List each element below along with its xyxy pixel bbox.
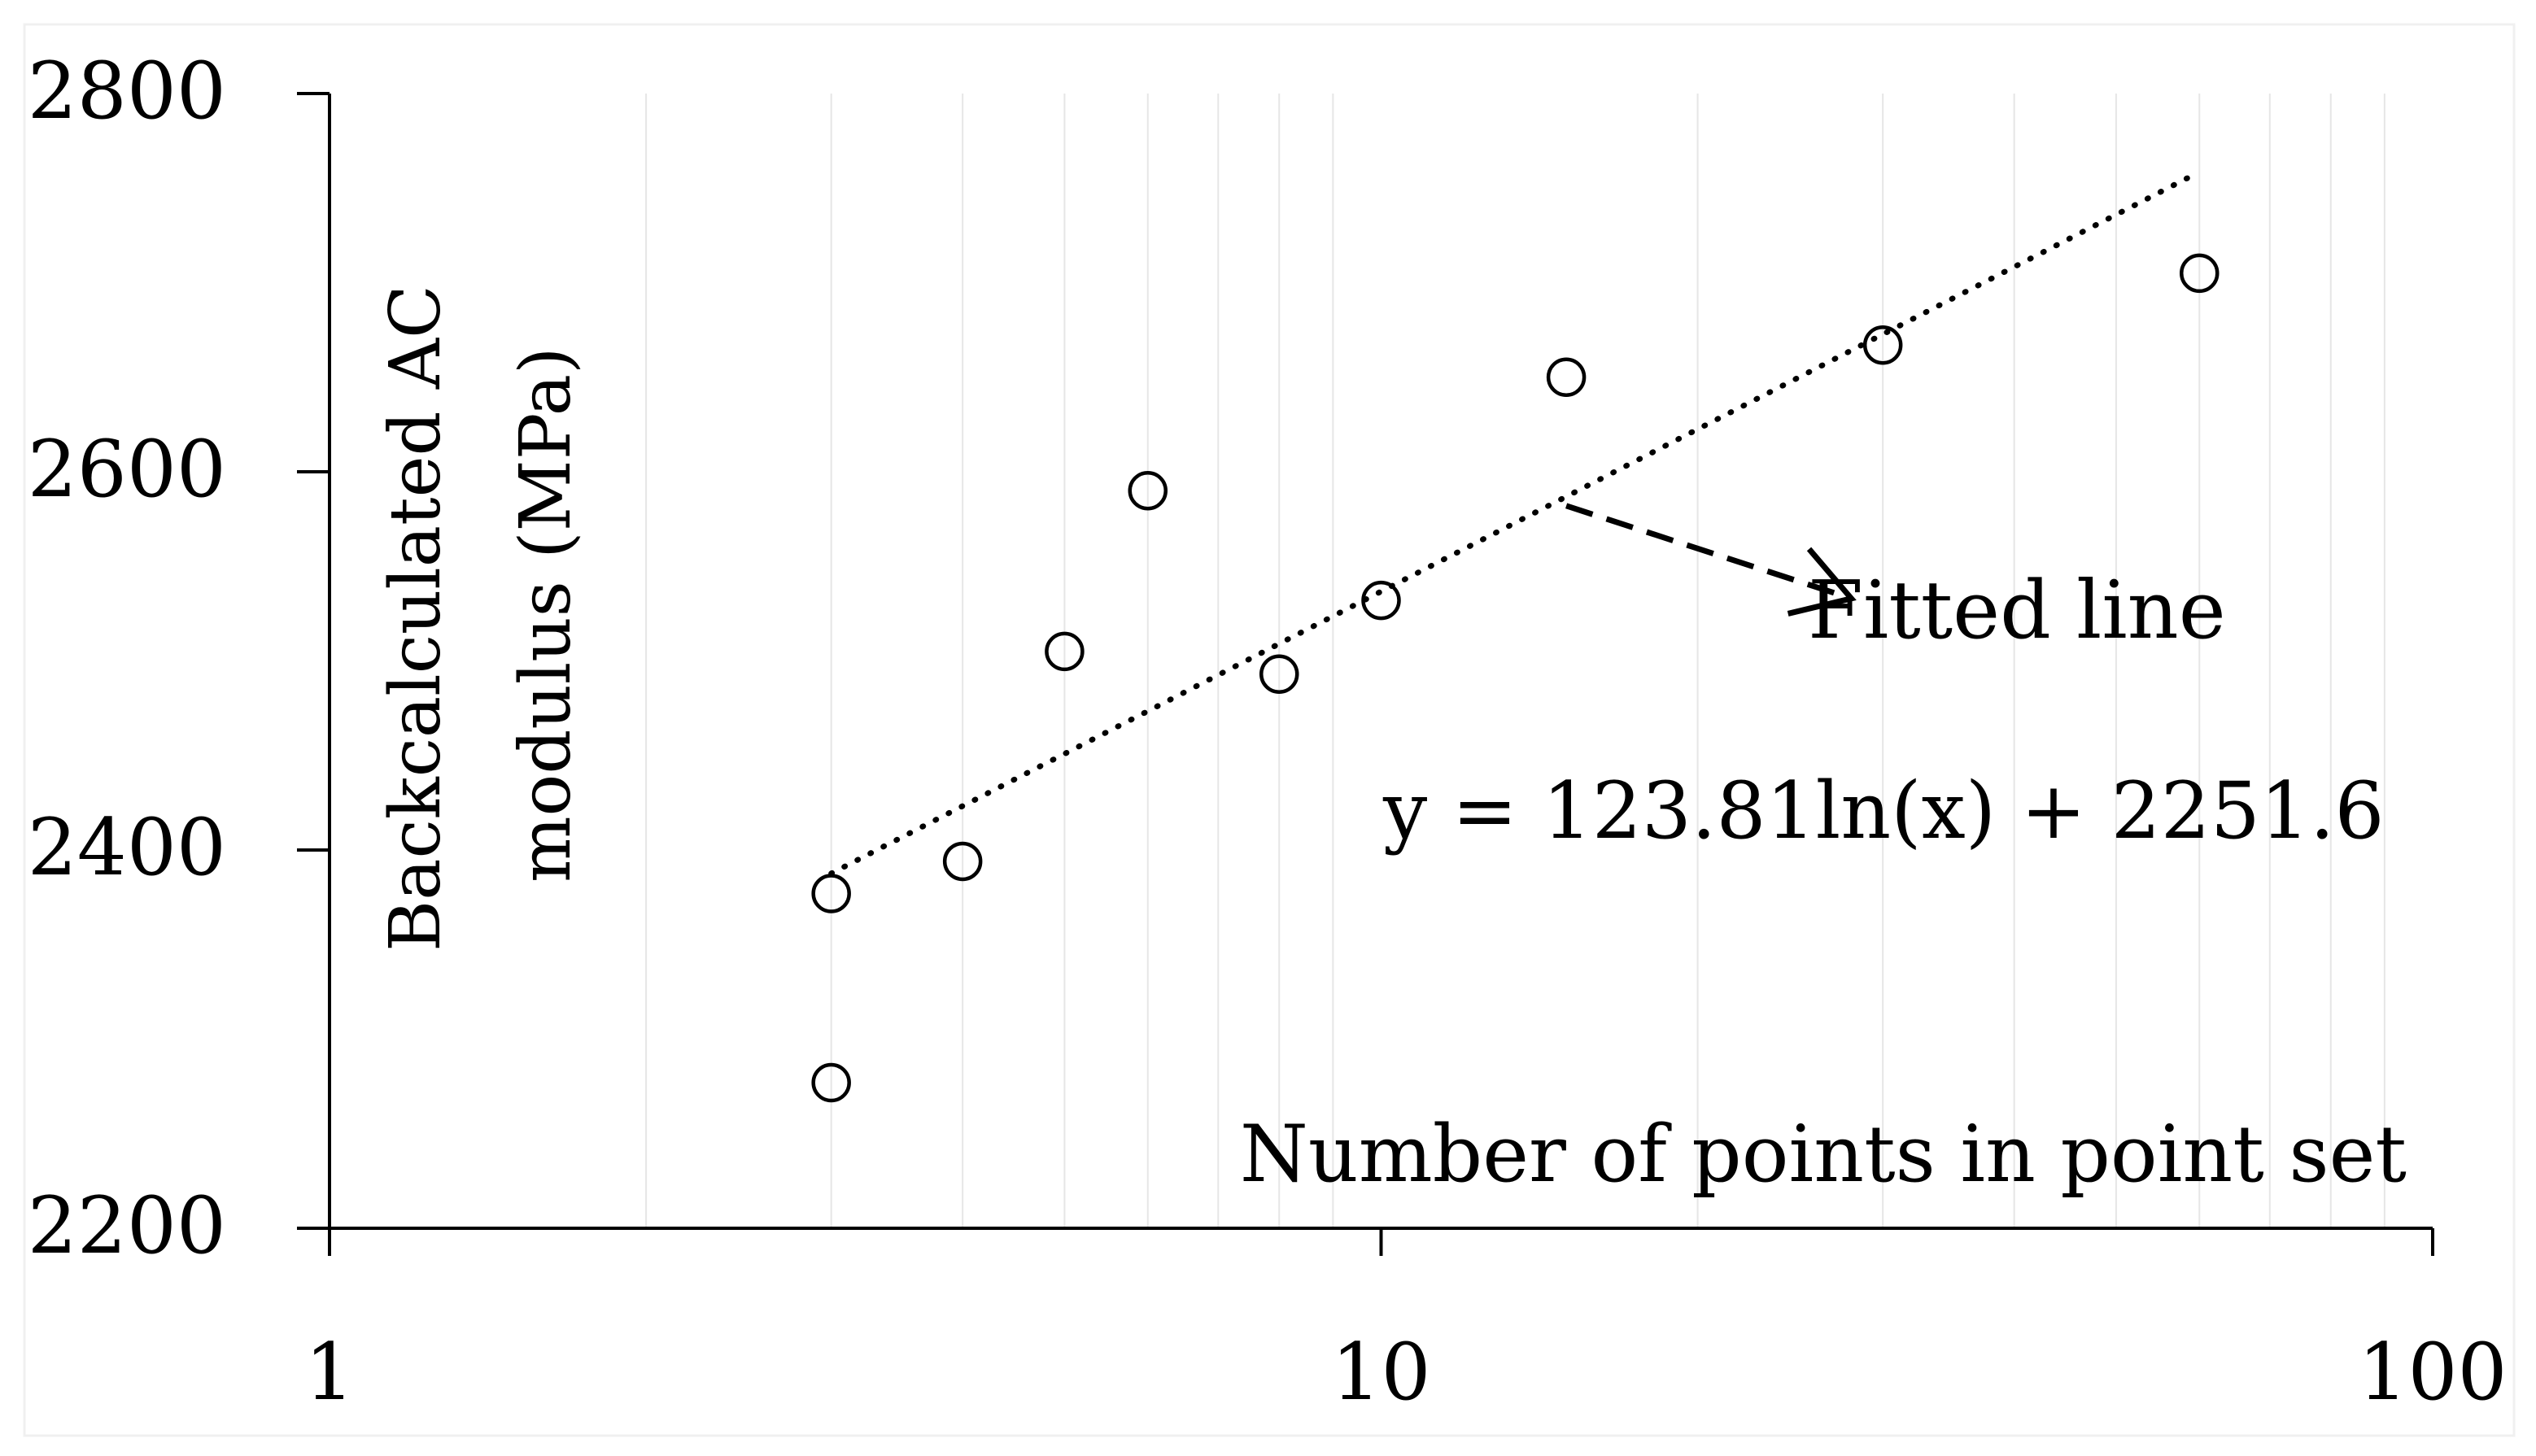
trendline-equation: y = 123.81ln(x) + 2251.6	[1382, 765, 2385, 857]
y-axis-title-line-2: modulus (MPa)	[505, 347, 587, 883]
data-point	[811, 874, 851, 913]
y-tick-label: 2800	[28, 46, 226, 137]
data-points	[811, 253, 2220, 1103]
y-tick-label: 2600	[28, 424, 226, 515]
data-point	[1128, 471, 1168, 511]
chart-frame	[23, 23, 2516, 1437]
data-point	[942, 841, 983, 882]
data-point	[1045, 631, 1085, 672]
annotation-arrow-head	[1787, 547, 1857, 617]
y-tick-label: 2400	[28, 802, 226, 893]
x-tick-label: 100	[2358, 1327, 2507, 1418]
x-tick-label: 1	[304, 1327, 354, 1418]
y-tick-label: 2200	[28, 1180, 226, 1271]
data-point	[811, 1062, 851, 1103]
chart-labels: Backcalculated AC modulus (MPa) Number o…	[28, 46, 2508, 1418]
x-tick-label: 10	[1331, 1327, 1430, 1418]
data-point	[1862, 325, 1903, 365]
data-point	[2180, 253, 2220, 294]
annotation-arrow-shaft	[1565, 503, 1853, 602]
data-point	[1546, 357, 1587, 397]
trendline-group	[828, 168, 2202, 877]
axes	[297, 92, 2434, 1256]
gridlines	[645, 94, 2385, 1228]
x-axis-title: Number of points in point set	[1240, 1109, 2407, 1200]
y-axis-title-line-1: Backcalculated AC	[375, 285, 456, 952]
data-point	[1361, 580, 1401, 621]
data-point	[1259, 654, 1299, 695]
annotation-fitted-line: Fitted line	[1808, 565, 2226, 657]
